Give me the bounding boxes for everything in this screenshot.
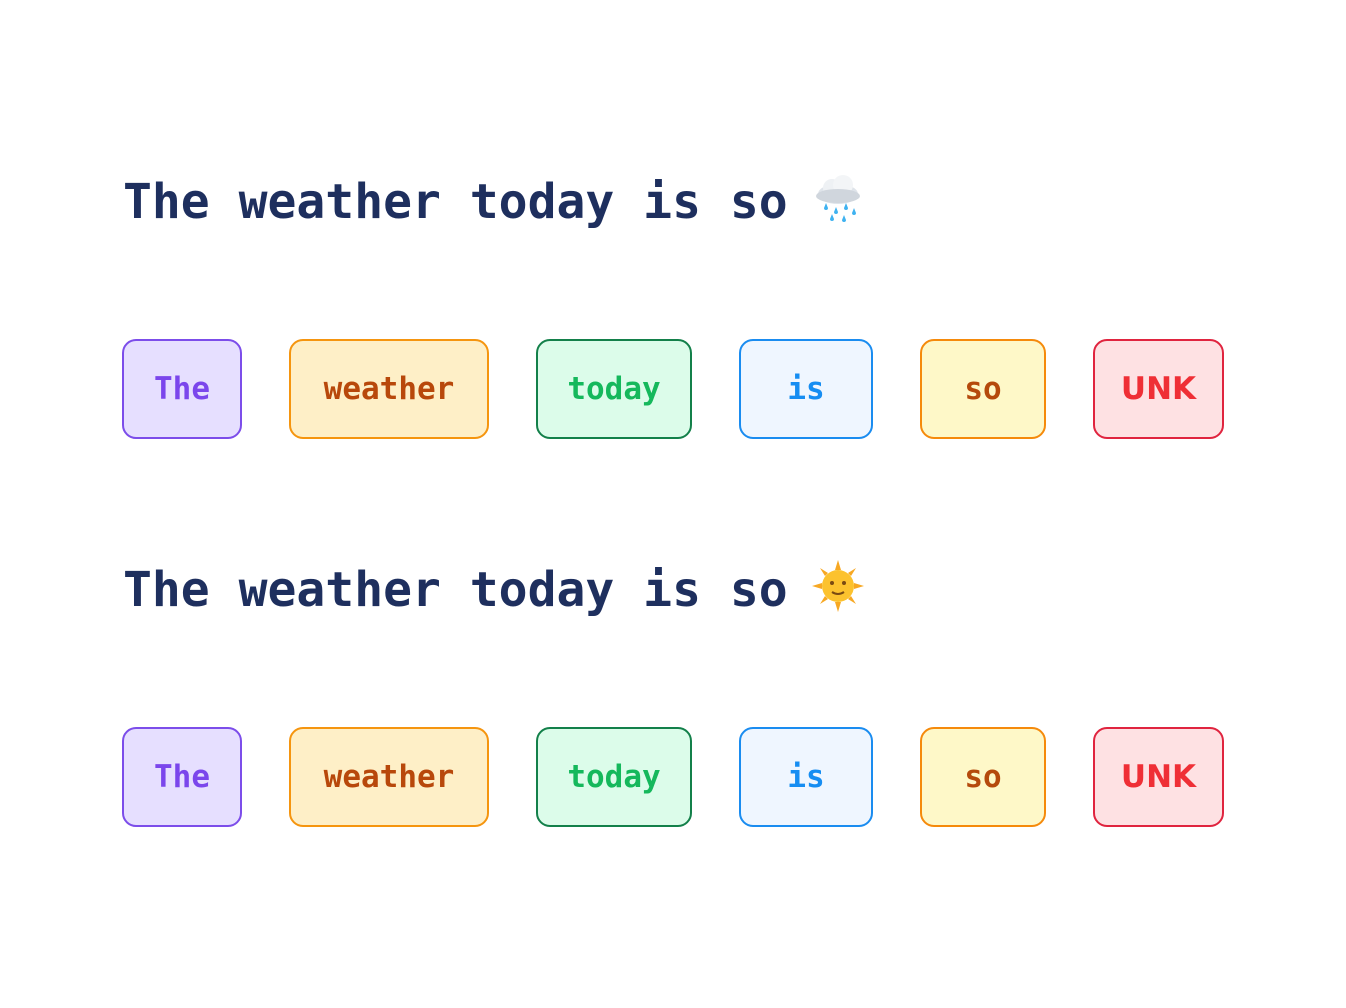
sentence-text: The weather today is so (123, 174, 788, 230)
token-weather: weather (289, 727, 489, 827)
token-weather: weather (289, 339, 489, 439)
sentence-text: The weather today is so (123, 562, 788, 618)
token-today: today (536, 727, 692, 827)
token-unk: UNK (1093, 339, 1224, 439)
token-today: today (536, 339, 692, 439)
token-the: The (122, 727, 242, 827)
token-so: so (920, 339, 1046, 439)
token-unk: UNK (1093, 727, 1224, 827)
sun-with-face-icon (812, 560, 864, 612)
cloud-with-rain-icon (816, 175, 860, 222)
token-is: is (739, 727, 873, 827)
token-the: The (122, 339, 242, 439)
token-so: so (920, 727, 1046, 827)
token-is: is (739, 339, 873, 439)
